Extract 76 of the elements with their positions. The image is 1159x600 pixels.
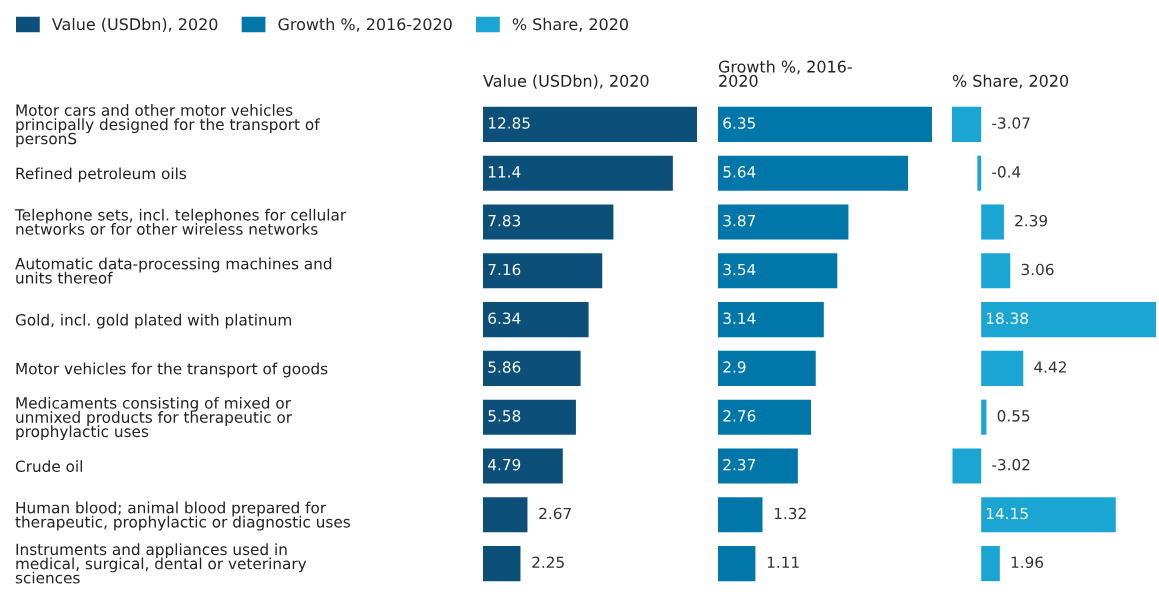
data-label: 1.32 [774,507,806,520]
legend-label: Growth %, 2016-2020 [278,17,452,32]
bar [981,399,987,435]
data-label: 18.38 [986,312,1028,325]
data-label: -0.4 [992,166,1021,178]
chart-title: % Share, 2020 [952,74,1069,89]
data-label: 7.83 [488,214,521,227]
bar [718,448,798,484]
bar [718,155,909,191]
data-label: 5.58 [488,410,521,422]
y-tick-label: Automatic data-processing machines and units thereof [15,257,332,284]
data-label: 2.25 [532,556,564,569]
y-tick-label: Motor vehicles for the transport of goods [16,362,328,378]
bar [483,448,563,484]
bar [718,302,824,338]
bar [483,155,673,191]
data-label: 2.39 [1015,214,1048,227]
data-label: 3.14 [723,312,756,325]
data-label: 2.9 [723,361,746,373]
bar [981,546,1000,582]
bar [952,448,982,484]
data-label: 2.67 [539,507,571,520]
bar [483,350,581,386]
data-label: 12.85 [488,117,530,129]
bar [718,350,816,386]
data-label: 6.35 [723,117,755,129]
data-label: 0.55 [997,410,1030,422]
data-label: 3.87 [723,214,755,227]
data-label: 7.16 [488,263,521,276]
y-tick-label: Telephone sets, incl. telephones for cellular networks or for other wireless networks [14,208,347,235]
bar [981,253,1011,289]
y-tick-label: Crude oil [15,460,82,473]
data-label: 5.86 [488,361,521,373]
data-label: 2.37 [723,458,755,471]
legend-label: % Share, 2020 [512,17,628,32]
bar [718,497,763,533]
bar [483,253,603,289]
data-label: 4.79 [488,458,521,471]
y-tick-label: Gold, incl. gold plated with platinum [15,313,291,329]
bar [952,106,982,142]
bar [483,399,576,435]
bar [718,253,838,289]
bar [483,204,614,240]
data-label: 6.34 [488,312,521,325]
bar [718,399,812,435]
data-label: 1.11 [767,556,799,568]
data-label: 11.4 [488,166,521,178]
bar [718,106,932,142]
bar [718,546,756,582]
bar [483,106,697,142]
bar [981,497,1116,533]
data-label: 5.64 [723,166,756,178]
data-label: 2.76 [723,410,756,422]
bar [483,497,528,533]
data-label: 1.96 [1011,556,1044,569]
y-tick-label: Human blood; animal blood prepared for therapeutic, prophylactic or diagnostic uses [15,501,350,531]
bar [483,546,521,582]
bar [977,155,982,191]
chart-title: Value (USDbn), 2020 [483,74,649,89]
bar [483,302,589,338]
y-tick-label: Medicaments consisting of mixed or unmixed products for therapeutic or prophylactic uses [16,396,293,441]
data-label: -3.07 [992,117,1030,129]
chart-title: Growth %, 2016- 2020 [718,60,852,87]
data-label: 4.42 [1034,361,1066,373]
y-tick-label: Refined petroleum oils [16,167,187,183]
legend-label: Value (USDbn), 2020 [51,17,218,33]
bar [981,302,1156,338]
data-label: 3.54 [723,263,756,276]
y-tick-label: Instruments and appliances used in medical, surgical, dental or veterinary sciences [15,543,307,584]
data-label: 3.06 [1021,263,1054,276]
y-tick-label: Motor cars and other motor vehicles principally designed for the transport of personS [16,104,320,148]
bar [981,350,1024,386]
bar [718,204,849,240]
data-label: -3.02 [992,458,1030,471]
data-label: 14.15 [986,507,1028,520]
bar [981,204,1004,240]
